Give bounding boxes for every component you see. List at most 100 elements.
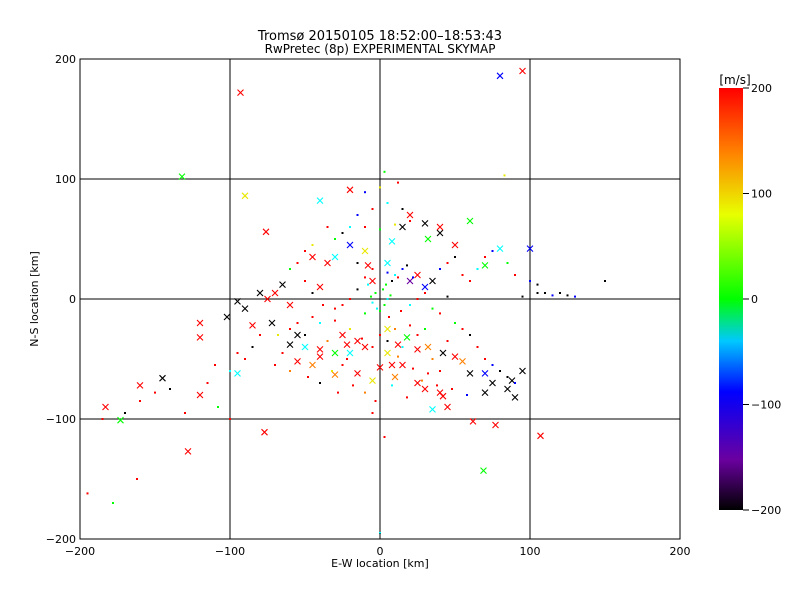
- data-point-x-marker: [424, 343, 432, 351]
- data-point-dot: [536, 283, 539, 286]
- data-point-dot: [559, 292, 561, 294]
- data-point-dot: [349, 226, 351, 228]
- data-point-x-marker: [316, 346, 324, 353]
- data-point-x-marker: [451, 241, 459, 249]
- data-point-x-marker: [414, 271, 421, 279]
- data-point-dot: [296, 322, 299, 324]
- data-point-x-marker: [264, 295, 271, 303]
- data-point-x-marker: [346, 186, 354, 194]
- data-point-x-marker: [184, 448, 192, 455]
- data-point-dot: [389, 294, 392, 297]
- data-point-dot: [349, 298, 351, 300]
- data-point-dot: [451, 388, 453, 390]
- data-point-x-marker: [331, 349, 339, 357]
- data-point-dot: [370, 295, 372, 298]
- data-point-dot: [397, 276, 399, 279]
- data-point-x-marker: [354, 370, 361, 377]
- data-point-x-marker: [526, 245, 534, 252]
- data-point-x-marker: [424, 235, 432, 243]
- data-point-dot: [386, 340, 389, 342]
- data-point-x-marker: [436, 229, 444, 237]
- data-point-dot: [385, 283, 387, 286]
- data-point-dot: [259, 334, 261, 336]
- data-point-dot: [112, 502, 114, 504]
- data-point-x-marker: [519, 367, 526, 375]
- data-point-x-marker: [439, 392, 447, 400]
- data-point-x-marker: [249, 322, 256, 329]
- data-point-x-marker: [196, 319, 204, 327]
- data-point-dot: [536, 292, 539, 294]
- data-point-x-marker: [117, 416, 124, 424]
- data-point-x-marker: [324, 259, 331, 267]
- data-point-dot: [244, 358, 246, 360]
- data-point-dot: [427, 372, 429, 375]
- data-point-x-marker: [384, 259, 391, 267]
- data-point-dot: [383, 170, 386, 173]
- data-point-dot: [311, 292, 314, 294]
- colorbar-tick-label: 200: [751, 82, 772, 95]
- data-point-dot: [322, 304, 324, 306]
- data-point-dot: [352, 384, 354, 387]
- data-point-x-marker: [481, 370, 489, 377]
- data-point-dot: [371, 208, 374, 210]
- data-point-dot: [397, 355, 399, 358]
- data-point-x-marker: [489, 379, 496, 387]
- data-point-dot: [439, 370, 441, 372]
- data-point-dot: [484, 358, 486, 360]
- data-point-x-marker: [388, 361, 396, 369]
- data-point-dot: [289, 328, 291, 330]
- data-point-dot: [421, 379, 423, 382]
- data-point-dot: [506, 376, 509, 378]
- data-point-dot: [503, 174, 506, 177]
- data-point-dot: [521, 295, 524, 298]
- data-point-dot: [356, 288, 359, 291]
- data-point-dot: [461, 328, 464, 330]
- x-tick-label: 0: [377, 545, 384, 558]
- data-point-x-marker: [444, 403, 451, 411]
- data-point-dot: [412, 367, 414, 370]
- data-point-dot: [466, 394, 468, 396]
- data-point-dot: [412, 276, 414, 279]
- data-point-x-marker: [466, 217, 474, 225]
- data-point-x-marker: [481, 389, 489, 396]
- markers: [86, 67, 606, 534]
- data-point-dot: [341, 304, 344, 306]
- data-point-dot: [206, 382, 209, 384]
- data-point-dot: [400, 310, 402, 312]
- data-point-dot: [374, 292, 377, 294]
- data-point-dot: [376, 307, 378, 310]
- data-point-dot: [101, 418, 104, 420]
- data-point-dot: [514, 274, 516, 276]
- data-point-x-marker: [406, 211, 414, 219]
- data-point-dot: [326, 340, 329, 342]
- data-point-dot: [326, 226, 329, 228]
- y-axis-label: N-S location [km]: [28, 251, 41, 347]
- chart-title: Tromsø 20150105 18:52:00–18:53:43: [257, 29, 502, 44]
- data-point-dot: [394, 274, 396, 276]
- x-tick-label: −200: [65, 545, 95, 558]
- data-point-x-marker: [369, 377, 376, 384]
- data-point-x-marker: [403, 334, 411, 341]
- data-point-dot: [334, 319, 336, 322]
- data-point-x-marker: [237, 89, 244, 96]
- data-point-x-marker: [480, 467, 487, 474]
- data-point-dot: [337, 391, 339, 394]
- data-point-x-marker: [159, 374, 166, 382]
- data-point-dot: [409, 220, 411, 222]
- data-point-x-marker: [421, 220, 429, 227]
- data-point-x-marker: [492, 421, 499, 429]
- data-point-dot: [379, 186, 381, 189]
- data-point-dot: [371, 412, 374, 414]
- data-point-dot: [544, 292, 546, 294]
- data-point-x-marker: [316, 197, 324, 204]
- data-point-dot: [356, 262, 359, 264]
- data-point-dot: [217, 406, 219, 408]
- data-point-dot: [394, 223, 396, 226]
- data-point-dot: [386, 271, 389, 274]
- x-axis-label: E-W location [km]: [331, 557, 429, 570]
- data-point-x-marker: [414, 346, 421, 353]
- data-point-dot: [551, 294, 554, 297]
- data-point-x-marker: [339, 331, 346, 339]
- data-point-dot: [236, 352, 239, 354]
- data-point-dot: [431, 358, 434, 360]
